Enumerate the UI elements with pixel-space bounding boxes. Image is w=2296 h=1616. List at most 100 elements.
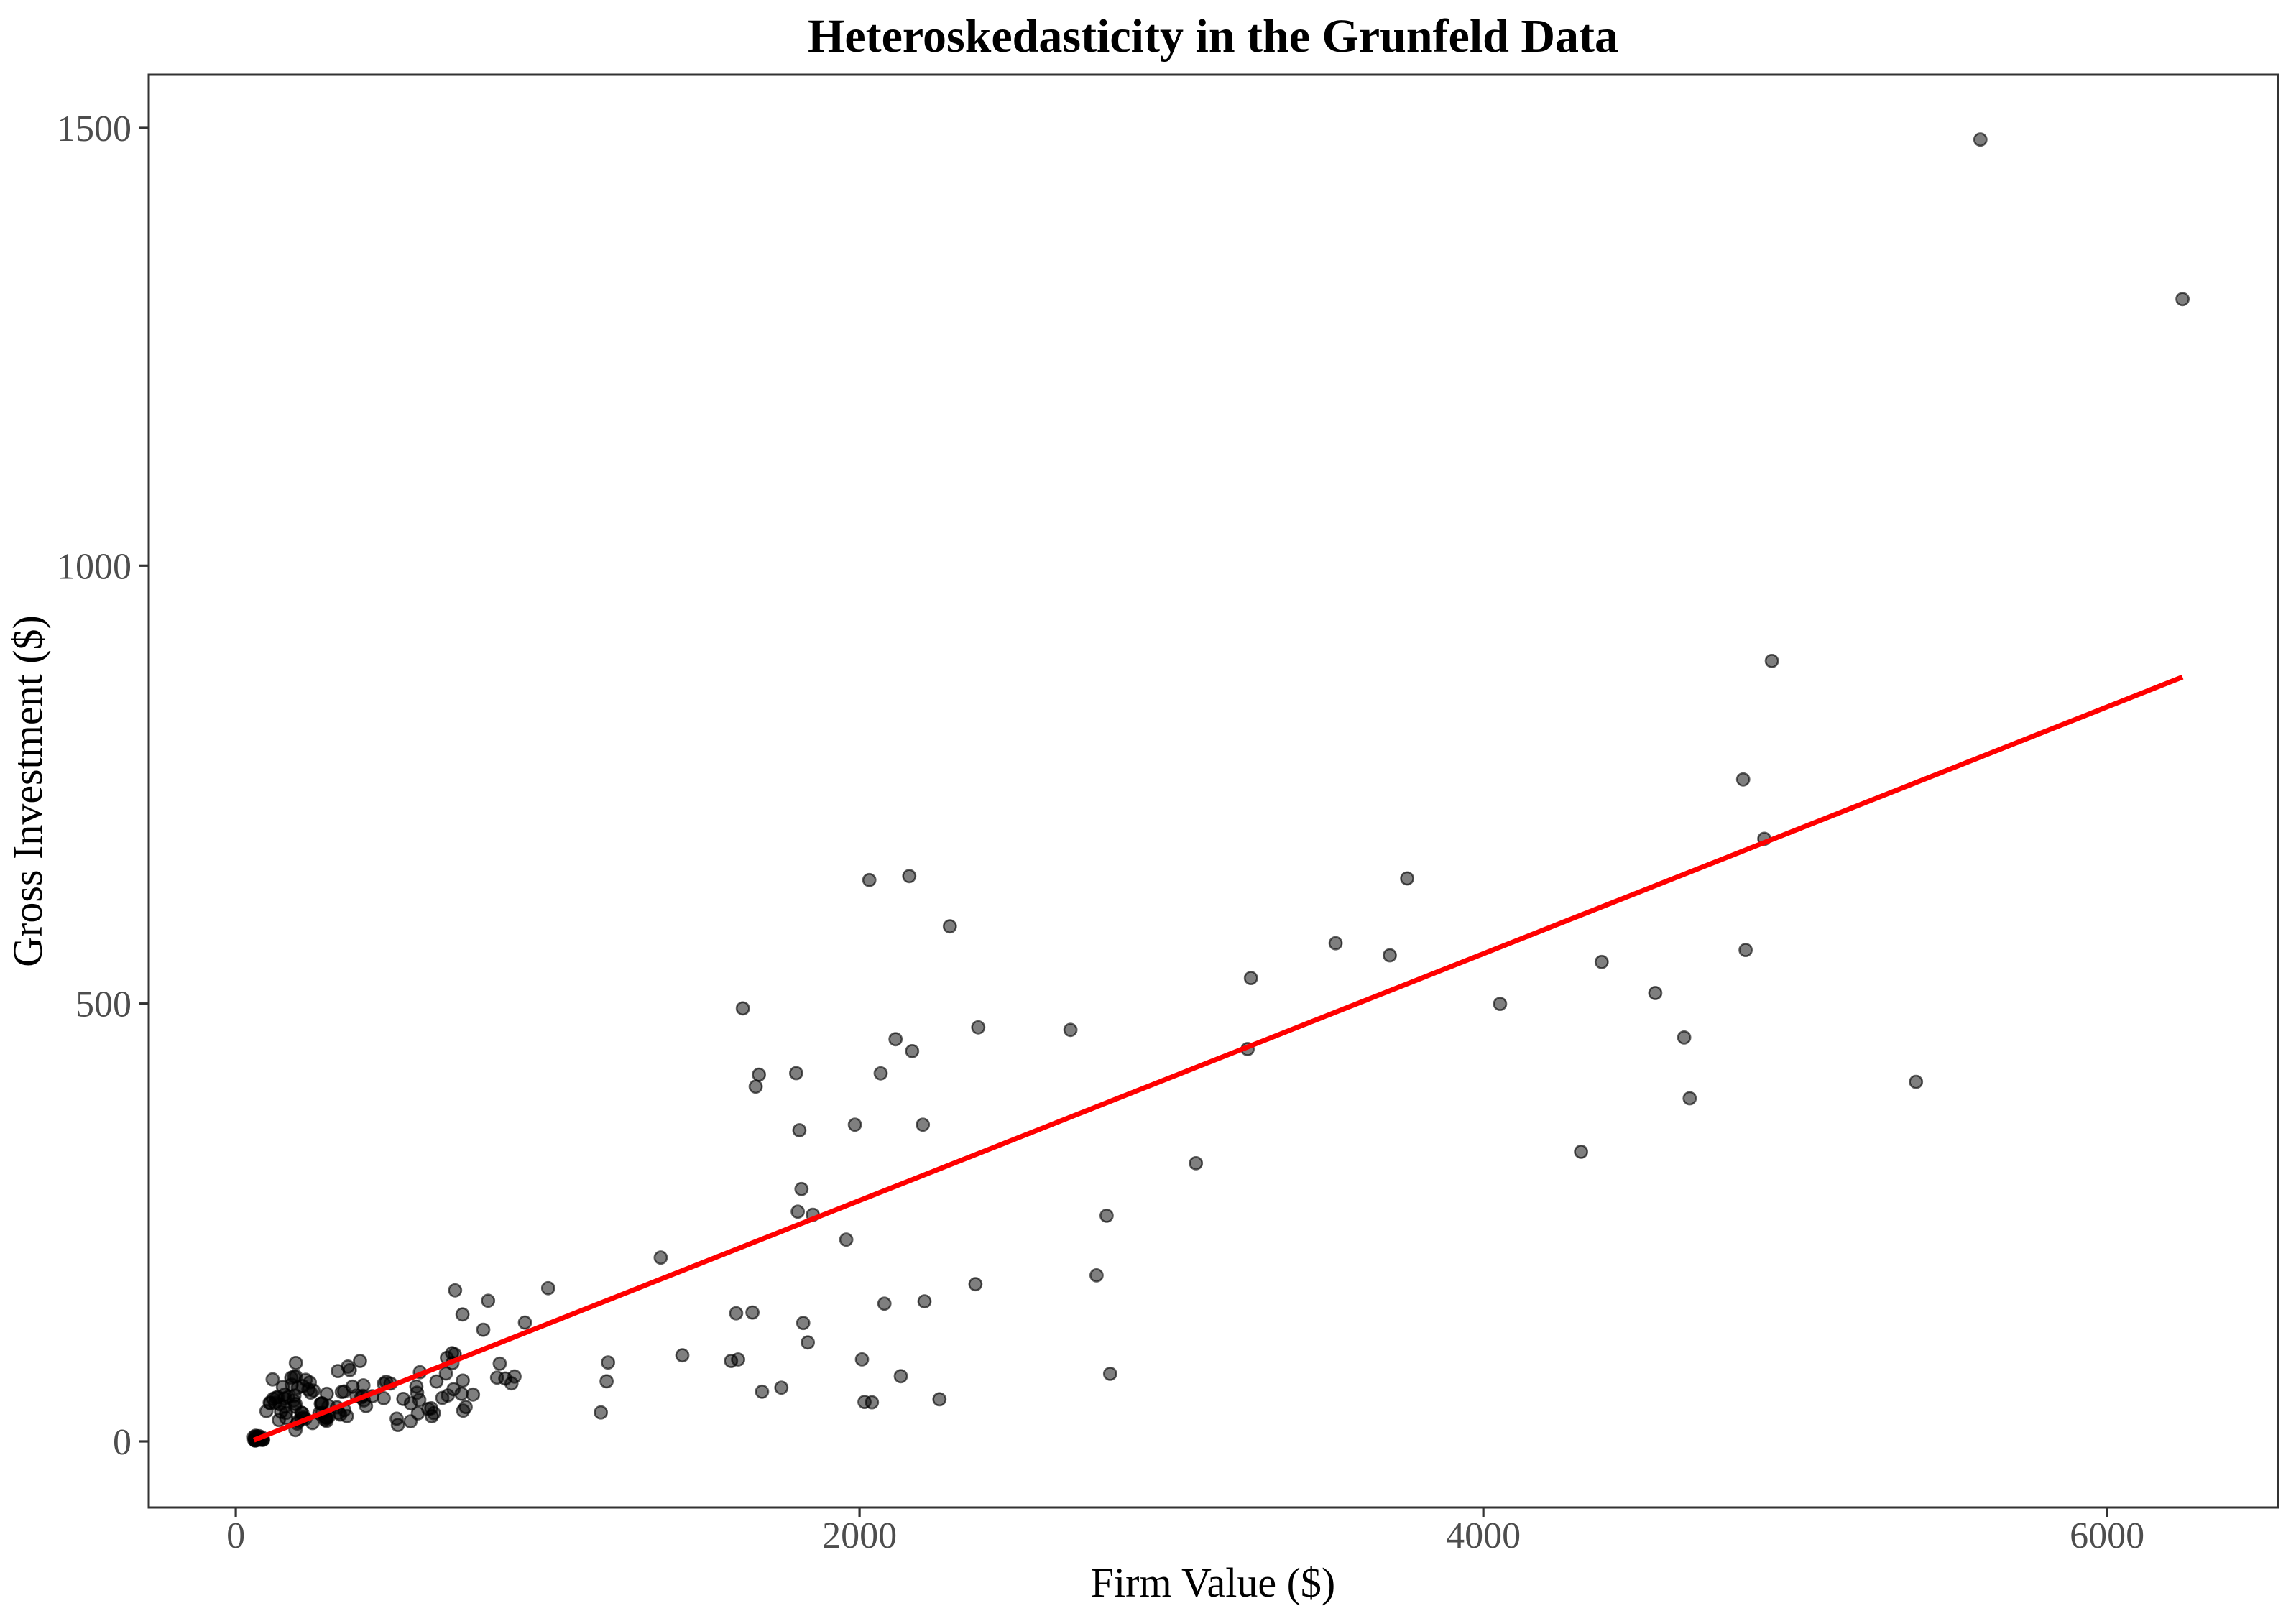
data-point — [1735, 772, 1751, 787]
data-point — [968, 1277, 983, 1292]
data-point — [801, 1335, 816, 1350]
data-point — [1738, 943, 1753, 958]
data-point — [873, 1066, 888, 1081]
data-point — [905, 1044, 920, 1058]
data-point — [789, 1066, 803, 1081]
regression-line-layer — [253, 675, 2184, 1443]
data-point — [1682, 1091, 1697, 1106]
y-tick-label: 1500 — [57, 108, 132, 149]
data-point — [1189, 1156, 1204, 1171]
data-point — [1973, 132, 1988, 147]
data-point — [847, 1117, 862, 1132]
data-point — [932, 1392, 947, 1407]
data-point — [517, 1315, 532, 1330]
data-point — [334, 1385, 349, 1400]
data-point — [342, 1362, 357, 1377]
data-point — [287, 1370, 302, 1384]
data-point — [917, 1294, 932, 1309]
data-point — [601, 1355, 616, 1370]
data-point — [794, 1181, 809, 1196]
data-point — [1089, 1268, 1104, 1283]
data-point — [1594, 954, 1609, 969]
data-point — [438, 1366, 453, 1381]
data-point — [902, 869, 917, 884]
data-point — [839, 1232, 854, 1247]
data-point — [429, 1374, 444, 1389]
data-point — [735, 1001, 750, 1016]
chart-title: Heteroskedasticity in the Grunfeld Data — [808, 10, 1618, 63]
data-point — [729, 1306, 744, 1321]
data-point — [1648, 986, 1663, 1000]
data-point — [454, 1386, 469, 1401]
data-point — [675, 1348, 690, 1363]
y-axis: 0 500 1000 1500 — [57, 108, 149, 1463]
data-point — [942, 919, 957, 934]
data-point — [410, 1385, 425, 1400]
x-axis: 0 2000 4000 6000 — [226, 1508, 2144, 1556]
data-point — [1677, 1030, 1692, 1045]
data-point — [476, 1322, 491, 1337]
data-point — [755, 1384, 770, 1399]
data-point — [748, 1079, 763, 1094]
data-point — [455, 1307, 470, 1322]
data-point — [448, 1283, 463, 1298]
data-point — [1243, 971, 1258, 986]
data-point — [594, 1405, 609, 1420]
data-point — [272, 1397, 287, 1412]
data-point — [458, 1400, 473, 1415]
data-point — [790, 1204, 806, 1219]
data-point — [893, 1369, 908, 1384]
data-point — [466, 1387, 481, 1402]
data-point — [1102, 1367, 1117, 1381]
x-tick-label: 2000 — [822, 1515, 897, 1556]
data-point — [353, 1354, 367, 1368]
data-point — [1493, 997, 1508, 1012]
y-tick-label: 1000 — [57, 546, 132, 587]
regression-line — [253, 675, 2184, 1443]
y-tick-label: 500 — [75, 984, 132, 1025]
data-point — [865, 1395, 880, 1410]
data-point — [1909, 1074, 1924, 1089]
data-point — [599, 1374, 614, 1389]
plot-panel — [149, 75, 2278, 1508]
data-point — [403, 1396, 418, 1411]
data-point — [426, 1405, 441, 1421]
data-point — [314, 1396, 329, 1410]
data-point — [653, 1250, 668, 1265]
data-point — [410, 1406, 425, 1421]
data-point — [1328, 936, 1343, 951]
y-tick-label: 0 — [113, 1422, 132, 1463]
x-tick-label: 0 — [226, 1515, 245, 1556]
data-point — [1764, 654, 1779, 668]
data-point — [498, 1371, 513, 1386]
data-point — [1400, 871, 1415, 886]
data-point — [2175, 292, 2190, 307]
data-point — [877, 1296, 892, 1311]
data-point — [540, 1280, 555, 1296]
data-point — [481, 1293, 496, 1308]
data-point — [1099, 1209, 1114, 1223]
data-point — [492, 1356, 507, 1371]
data-point — [377, 1391, 391, 1405]
data-point — [792, 1123, 807, 1137]
data-point — [916, 1117, 931, 1132]
x-axis-title: Firm Value ($) — [1091, 1559, 1335, 1606]
data-point — [971, 1020, 986, 1035]
data-point — [796, 1316, 811, 1331]
y-axis-title: Gross Investment ($) — [4, 615, 51, 967]
data-point — [862, 872, 877, 887]
data-point — [1063, 1022, 1078, 1038]
data-point — [303, 1385, 318, 1400]
data-point — [1574, 1145, 1589, 1159]
data-point — [745, 1305, 760, 1320]
data-point — [888, 1032, 903, 1047]
data-point — [288, 1356, 303, 1370]
x-tick-label: 4000 — [1446, 1515, 1521, 1556]
data-point — [435, 1390, 450, 1405]
data-point — [265, 1372, 280, 1387]
data-point — [854, 1352, 870, 1367]
data-point — [731, 1352, 746, 1367]
data-point — [390, 1418, 405, 1433]
